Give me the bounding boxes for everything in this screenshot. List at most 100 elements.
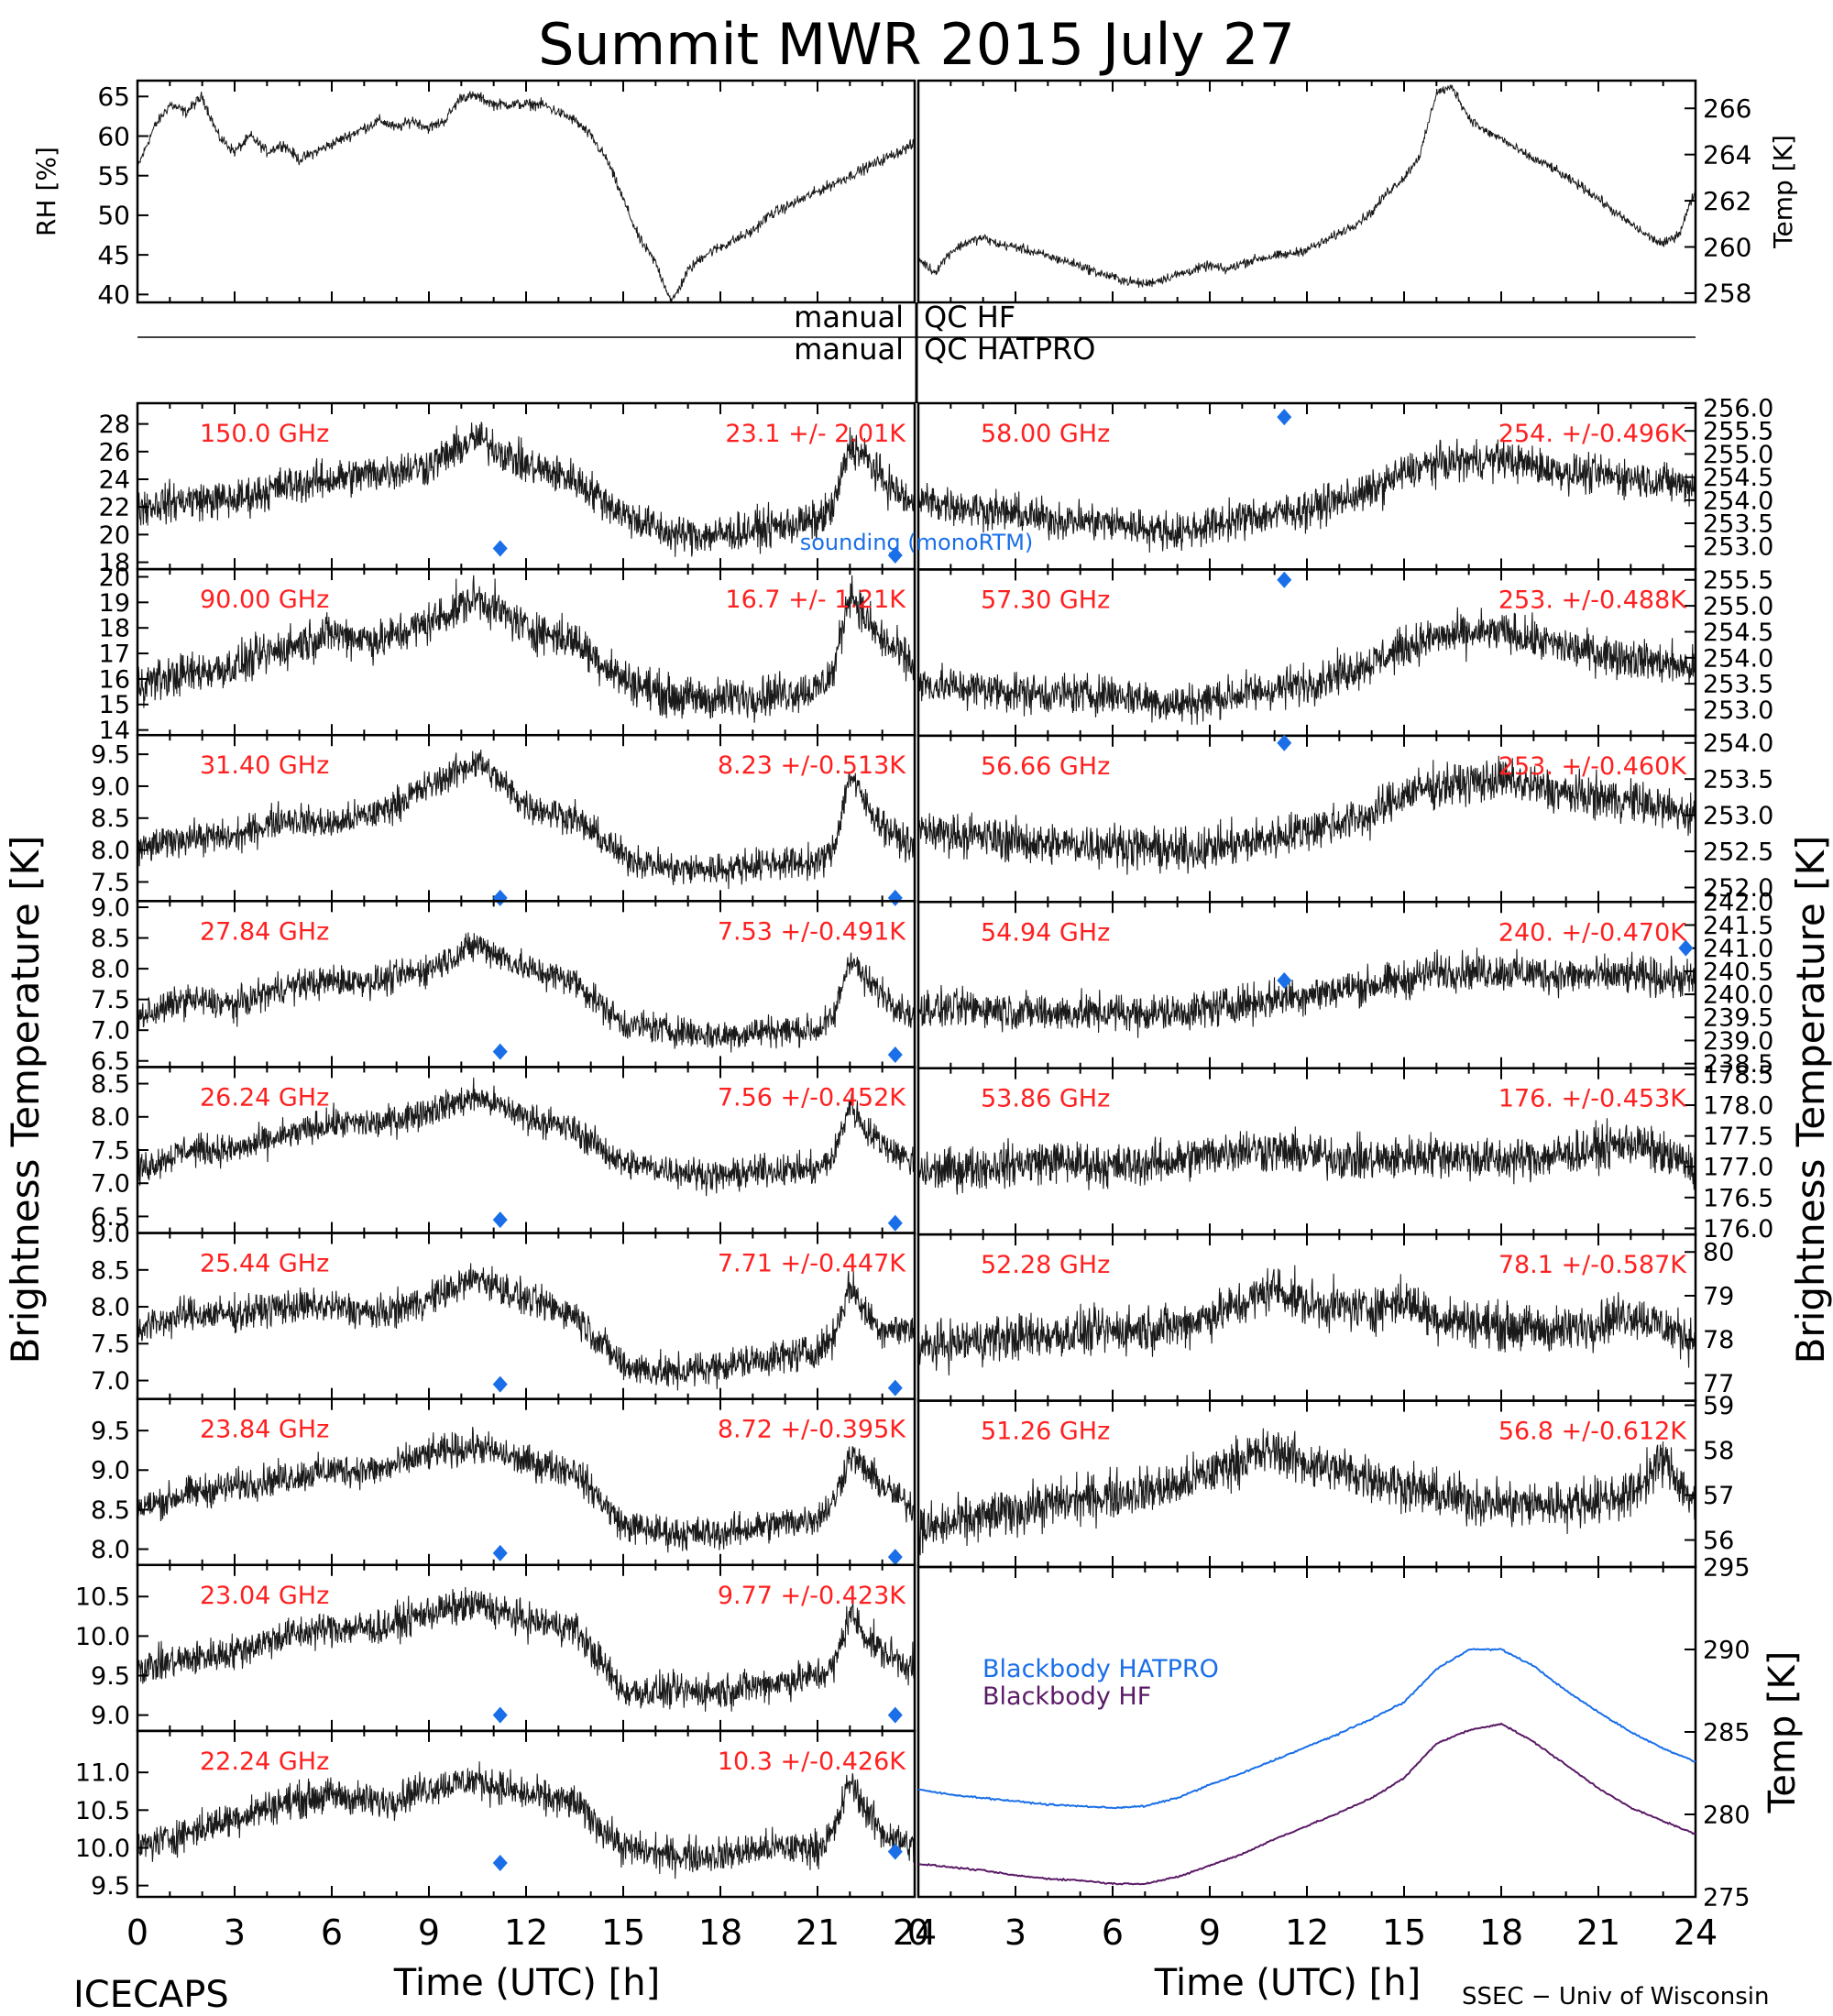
trace-hf-150 bbox=[137, 422, 916, 557]
stats-label: 7.53 +/-0.491K bbox=[718, 917, 906, 946]
trace-hf-25.44 bbox=[137, 1263, 916, 1391]
y-tick-label: 252.0 bbox=[1703, 874, 1773, 903]
y-tick-label: 9.0 bbox=[91, 1702, 130, 1730]
y-tick-label: 9.5 bbox=[91, 1872, 130, 1901]
y-tick-label: 11.0 bbox=[75, 1759, 130, 1788]
trace-hf-23.04 bbox=[137, 1586, 916, 1712]
figure-title: Summit MWR 2015 July 27 bbox=[538, 11, 1295, 78]
frequency-label: 58.00 GHz bbox=[981, 420, 1110, 448]
blackbody-legend-0: Blackbody HATPRO bbox=[982, 1655, 1219, 1683]
right-ylabel: Brightness Temperature [K] bbox=[1788, 836, 1833, 1364]
y-tick-label: 80 bbox=[1703, 1239, 1734, 1267]
y-tick-label: 176.0 bbox=[1703, 1215, 1773, 1244]
sounding-point bbox=[1277, 409, 1292, 426]
temp-ylabel: Temp [K] bbox=[1768, 135, 1798, 249]
frequency-label: 23.04 GHz bbox=[200, 1582, 329, 1610]
y-tick-label: 9.0 bbox=[91, 772, 130, 801]
y-tick-label: 177.5 bbox=[1703, 1123, 1773, 1151]
y-tick-label: 65 bbox=[97, 82, 130, 112]
y-tick-label: 255.0 bbox=[1703, 593, 1773, 621]
sounding-point bbox=[887, 1046, 903, 1064]
y-tick-label: 239.5 bbox=[1703, 1004, 1773, 1033]
blackbody-panel: 275 280 285 290 295 Blackbody HATPROBlackbody… bbox=[916, 1553, 1804, 1912]
sounding-point bbox=[492, 540, 508, 557]
panel-hp-52.28: 77 78 79 80 52.28 GHz 78.1 +/-0.587K bbox=[916, 1233, 1734, 1402]
sounding-point bbox=[887, 1843, 903, 1860]
y-tick-label: 260 bbox=[1703, 232, 1751, 262]
rh-trace bbox=[137, 91, 916, 303]
sounding-point bbox=[492, 1706, 508, 1724]
y-tick-label: 57 bbox=[1703, 1482, 1734, 1510]
y-tick-label: 10.5 bbox=[75, 1583, 130, 1612]
x-tick-label: 15 bbox=[601, 1912, 645, 1953]
panel-hp-54.94: 238.5239.0239.5240.0240.5241.0241.5242.0… bbox=[916, 889, 1773, 1079]
trace-hf-31.4 bbox=[137, 749, 916, 890]
trace-hf-22.24 bbox=[137, 1761, 916, 1879]
sounding-point bbox=[492, 1211, 508, 1229]
x-tick-label: 6 bbox=[321, 1912, 343, 1953]
trace-hp-54.94 bbox=[917, 948, 1696, 1038]
y-tick-label: 253.5 bbox=[1703, 766, 1773, 794]
y-tick-label: 16 bbox=[99, 665, 130, 694]
y-tick-label: 254.0 bbox=[1703, 729, 1773, 758]
frequency-label: 150.0 GHz bbox=[200, 420, 329, 448]
y-tick-label: 258 bbox=[1703, 279, 1751, 309]
y-tick-label: 254.0 bbox=[1703, 644, 1773, 673]
xlabel-left: Time (UTC) [h] bbox=[393, 1962, 660, 2004]
y-tick-label: 253.5 bbox=[1703, 509, 1773, 538]
y-tick-label: 19 bbox=[99, 589, 130, 618]
x-tick-label: 9 bbox=[1199, 1912, 1221, 1953]
x-tick-label: 3 bbox=[1004, 1912, 1026, 1953]
y-tick-label: 58 bbox=[1703, 1437, 1734, 1465]
frequency-label: 23.84 GHz bbox=[200, 1416, 329, 1444]
y-tick-label: 78 bbox=[1703, 1326, 1734, 1354]
y-tick-label: 253.0 bbox=[1703, 802, 1773, 830]
trace-hp-51.26 bbox=[917, 1428, 1696, 1556]
rh-ylabel: RH [%] bbox=[31, 147, 61, 236]
y-tick-label: 14 bbox=[99, 717, 130, 745]
sounding-point bbox=[1277, 971, 1292, 989]
y-tick-label: 178.5 bbox=[1703, 1061, 1773, 1090]
sounding-point bbox=[1277, 734, 1292, 751]
y-tick-label: 10.0 bbox=[75, 1623, 130, 1651]
y-tick-label: 8.0 bbox=[91, 1536, 130, 1564]
footer-right: SSEC − Univ of Wisconsin bbox=[1462, 1983, 1769, 2011]
frequency-label: 56.66 GHz bbox=[981, 752, 1110, 781]
y-tick-label: 26 bbox=[99, 438, 130, 466]
y-tick-label: 9.5 bbox=[91, 741, 130, 770]
stats-label: 8.72 +/-0.395K bbox=[718, 1416, 906, 1444]
y-tick-label: 262 bbox=[1703, 186, 1751, 216]
y-tick-label: 50 bbox=[97, 201, 130, 231]
y-tick-label: 290 bbox=[1703, 1636, 1751, 1664]
frequency-label: 26.24 GHz bbox=[200, 1083, 329, 1112]
panel-hf-27.84: 6.57.0 7.58.0 8.5 9.0 27.84 GHz 7.53 +/-0.491… bbox=[91, 893, 916, 1076]
rh-panel: 40 45 50 55 60 65 RH [%] bbox=[31, 79, 916, 310]
y-tick-label: 6.5 bbox=[91, 1047, 130, 1076]
y-tick-label: 9.0 bbox=[91, 893, 130, 922]
sounding-point bbox=[887, 1214, 903, 1232]
trace-hf-23.84 bbox=[137, 1427, 916, 1553]
y-tick-label: 56 bbox=[1703, 1527, 1734, 1555]
y-tick-label: 7.0 bbox=[91, 1017, 130, 1046]
y-tick-label: 253.0 bbox=[1703, 696, 1773, 725]
x-tick-label: 21 bbox=[796, 1912, 840, 1953]
y-tick-label: 15 bbox=[99, 691, 130, 719]
y-tick-label: 59 bbox=[1703, 1392, 1734, 1420]
frequency-label: 25.44 GHz bbox=[200, 1250, 329, 1278]
y-tick-label: 266 bbox=[1703, 93, 1751, 124]
y-tick-label: 241.5 bbox=[1703, 912, 1773, 940]
y-tick-label: 77 bbox=[1703, 1370, 1734, 1398]
y-tick-label: 28 bbox=[99, 411, 130, 439]
stats-label: 240. +/-0.470K bbox=[1498, 918, 1687, 947]
y-tick-label: 8.0 bbox=[91, 837, 130, 865]
x-tick-label: 24 bbox=[1674, 1912, 1718, 1953]
temp-trace bbox=[918, 83, 1696, 289]
y-tick-label: 254.5 bbox=[1703, 619, 1773, 647]
y-tick-label: 7.5 bbox=[91, 986, 130, 1014]
frequency-label: 31.40 GHz bbox=[200, 751, 329, 780]
y-tick-label: 8.5 bbox=[91, 1256, 130, 1285]
x-tick-label: 6 bbox=[1102, 1912, 1124, 1953]
blackbody-ylabel: Temp [K] bbox=[1762, 1651, 1804, 1814]
sounding-point bbox=[492, 1375, 508, 1393]
